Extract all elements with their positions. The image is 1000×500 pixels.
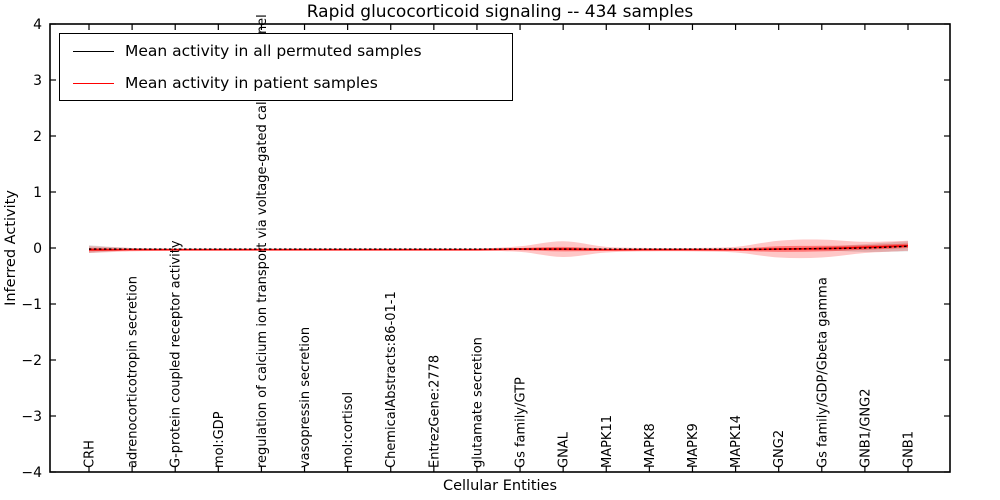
legend-item-label: Mean activity in all permuted samples	[125, 42, 422, 60]
y-tick-label: 4	[33, 17, 42, 33]
permuted-mean-line	[89, 245, 909, 250]
y-tick-label: 0	[33, 241, 42, 257]
x-axis-label: Cellular Entities	[442, 478, 558, 494]
x-tick-label: Gs family/GDP/Gbeta gamma	[815, 277, 830, 468]
legend-item-patient: Mean activity in patient samples	[60, 68, 512, 98]
x-tick-label: MAPK9	[686, 423, 701, 468]
y-tick-label: 2	[33, 129, 42, 145]
y-tick-label: −1	[21, 297, 42, 313]
y-tick-label: 3	[33, 73, 42, 89]
x-tick-label: mol:cortisol	[341, 392, 356, 468]
y-tick-label: −4	[21, 465, 42, 481]
legend-line-patient-icon	[73, 82, 114, 84]
x-tick-label: glutamate secretion	[470, 337, 485, 468]
x-tick-label: mol:GDP	[212, 411, 227, 468]
x-tick-label: MAPK14	[729, 415, 744, 468]
legend-line-permuted-icon	[73, 50, 114, 52]
x-tick-label: MAPK11	[600, 415, 615, 468]
y-axis-label: Inferred Activity	[3, 190, 19, 306]
x-tick-label: Gs family/GTP	[514, 377, 529, 468]
x-tick-label: adrenocorticotropin secretion	[126, 276, 141, 468]
x-tick-label: GNB1/GNG2	[858, 388, 873, 468]
x-tick-label: GNG2	[772, 430, 787, 468]
x-tick-label: G-protein coupled receptor activity	[169, 240, 184, 468]
x-tick-label: CRH	[83, 440, 98, 468]
x-tick-label: regulation of calcium ion transport via …	[255, 14, 270, 468]
x-tick-label: ChemicalAbstracts:86-01-1	[384, 291, 399, 468]
x-tick-label: GNAL	[557, 431, 572, 468]
x-tick-label: GNB1	[902, 431, 917, 468]
x-tick-label: MAPK8	[643, 423, 658, 468]
x-tick-label: vasopressin secretion	[298, 327, 313, 468]
y-tick-label: −3	[21, 409, 42, 425]
chart-title: Rapid glucocorticoid signaling -- 434 sa…	[306, 2, 694, 22]
x-tick-label: EntrezGene:2778	[427, 355, 442, 468]
y-tick-label: 1	[33, 185, 42, 201]
y-tick-label: −2	[21, 353, 42, 369]
legend-item-permuted: Mean activity in all permuted samples	[60, 36, 512, 66]
legend: Mean activity in all permuted samples Me…	[59, 33, 513, 101]
legend-item-label: Mean activity in patient samples	[125, 74, 378, 92]
